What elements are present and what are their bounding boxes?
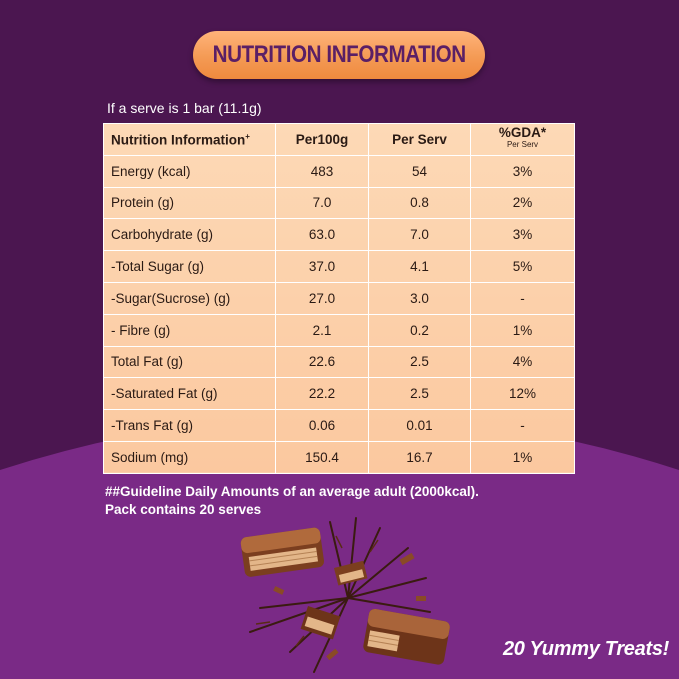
- table-row: - Fibre (g) 2.1 0.2 1%: [103, 313, 575, 347]
- footnote-line-2: Pack contains 20 serves: [105, 502, 262, 517]
- gda-value: 12%: [470, 377, 575, 411]
- nutrition-table: Nutrition Information+ Per100g Per Serv …: [103, 123, 575, 474]
- nutrient-name: Total Fat (g): [103, 345, 276, 379]
- gda-value: 1%: [470, 313, 575, 347]
- gda-value: 4%: [470, 345, 575, 379]
- per100g-value: 37.0: [275, 250, 369, 283]
- footnote: ##Guideline Daily Amounts of an average …: [105, 483, 479, 519]
- perserv-value: 3.0: [368, 281, 471, 315]
- per100g-value: 22.6: [275, 345, 369, 379]
- table-row: Sodium (mg) 150.4 16.7 1%: [103, 440, 575, 474]
- per100g-value: 27.0: [275, 281, 369, 315]
- gda-value: 1%: [470, 440, 575, 474]
- perserv-value: 0.2: [368, 313, 471, 347]
- gda-value: 3%: [470, 218, 575, 252]
- nutrient-name: Carbohydrate (g): [103, 218, 276, 252]
- gda-value: 3%: [470, 154, 575, 188]
- nutrient-name: -Sugar(Sucrose) (g): [103, 281, 276, 315]
- nutrient-name: - Fibre (g): [103, 313, 276, 347]
- perserv-value: 7.0: [368, 218, 471, 252]
- table-row: -Total Sugar (g) 37.0 4.1 5%: [103, 250, 575, 283]
- table-row: Carbohydrate (g) 63.0 7.0 3%: [103, 218, 575, 252]
- perserv-value: 2.5: [368, 345, 471, 379]
- page-title: NUTRITION INFORMATION: [212, 41, 466, 68]
- nutrient-name: -Total Sugar (g): [103, 250, 276, 283]
- table-row: Protein (g) 7.0 0.8 2%: [103, 186, 575, 220]
- nutrient-name: Sodium (mg): [103, 440, 276, 474]
- per100g-value: 22.2: [275, 377, 369, 411]
- table-row: Total Fat (g) 22.6 2.5 4%: [103, 345, 575, 379]
- nutrient-name: -Trans Fat (g): [103, 409, 276, 442]
- gda-value: 2%: [470, 186, 575, 220]
- nutrient-name: -Saturated Fat (g): [103, 377, 276, 411]
- perserv-value: 2.5: [368, 377, 471, 411]
- column-header-gda: %GDA* Per Serv: [470, 123, 575, 156]
- column-header-nutrient: Nutrition Information+: [103, 123, 276, 156]
- column-header-perserv: Per Serv: [368, 123, 471, 156]
- per100g-value: 7.0: [275, 186, 369, 220]
- table-row: -Sugar(Sucrose) (g) 27.0 3.0-: [103, 281, 575, 315]
- perserv-value: 0.8: [368, 186, 471, 220]
- footnote-line-1: ##Guideline Daily Amounts of an average …: [105, 484, 479, 499]
- table-row: -Trans Fat (g) 0.06 0.01-: [103, 409, 575, 442]
- perserv-value: 16.7: [368, 440, 471, 474]
- perserv-value: 0.01: [368, 409, 471, 442]
- title-banner: NUTRITION INFORMATION: [193, 31, 485, 79]
- nutrient-name: Energy (kcal): [103, 154, 276, 188]
- gda-value: 5%: [470, 250, 575, 283]
- per100g-value: 483: [275, 154, 369, 188]
- table-header-row: Nutrition Information+ Per100g Per Serv …: [103, 123, 575, 156]
- serve-size-note: If a serve is 1 bar (11.1g): [107, 100, 262, 116]
- table-row: -Saturated Fat (g) 22.2 2.5 12%: [103, 377, 575, 411]
- per100g-value: 0.06: [275, 409, 369, 442]
- perserv-value: 4.1: [368, 250, 471, 283]
- gda-value: -: [470, 281, 575, 315]
- column-header-per100g: Per100g: [275, 123, 369, 156]
- gda-value: -: [470, 409, 575, 442]
- nutrient-name: Protein (g): [103, 186, 276, 220]
- per100g-value: 150.4: [275, 440, 369, 474]
- tagline: 20 Yummy Treats!: [502, 638, 669, 660]
- perserv-value: 54: [368, 154, 471, 188]
- chocolate-wafer-illustration: [240, 517, 450, 673]
- table-row: Energy (kcal) 483 54 3%: [103, 154, 575, 188]
- per100g-value: 63.0: [275, 218, 369, 252]
- per100g-value: 2.1: [275, 313, 369, 347]
